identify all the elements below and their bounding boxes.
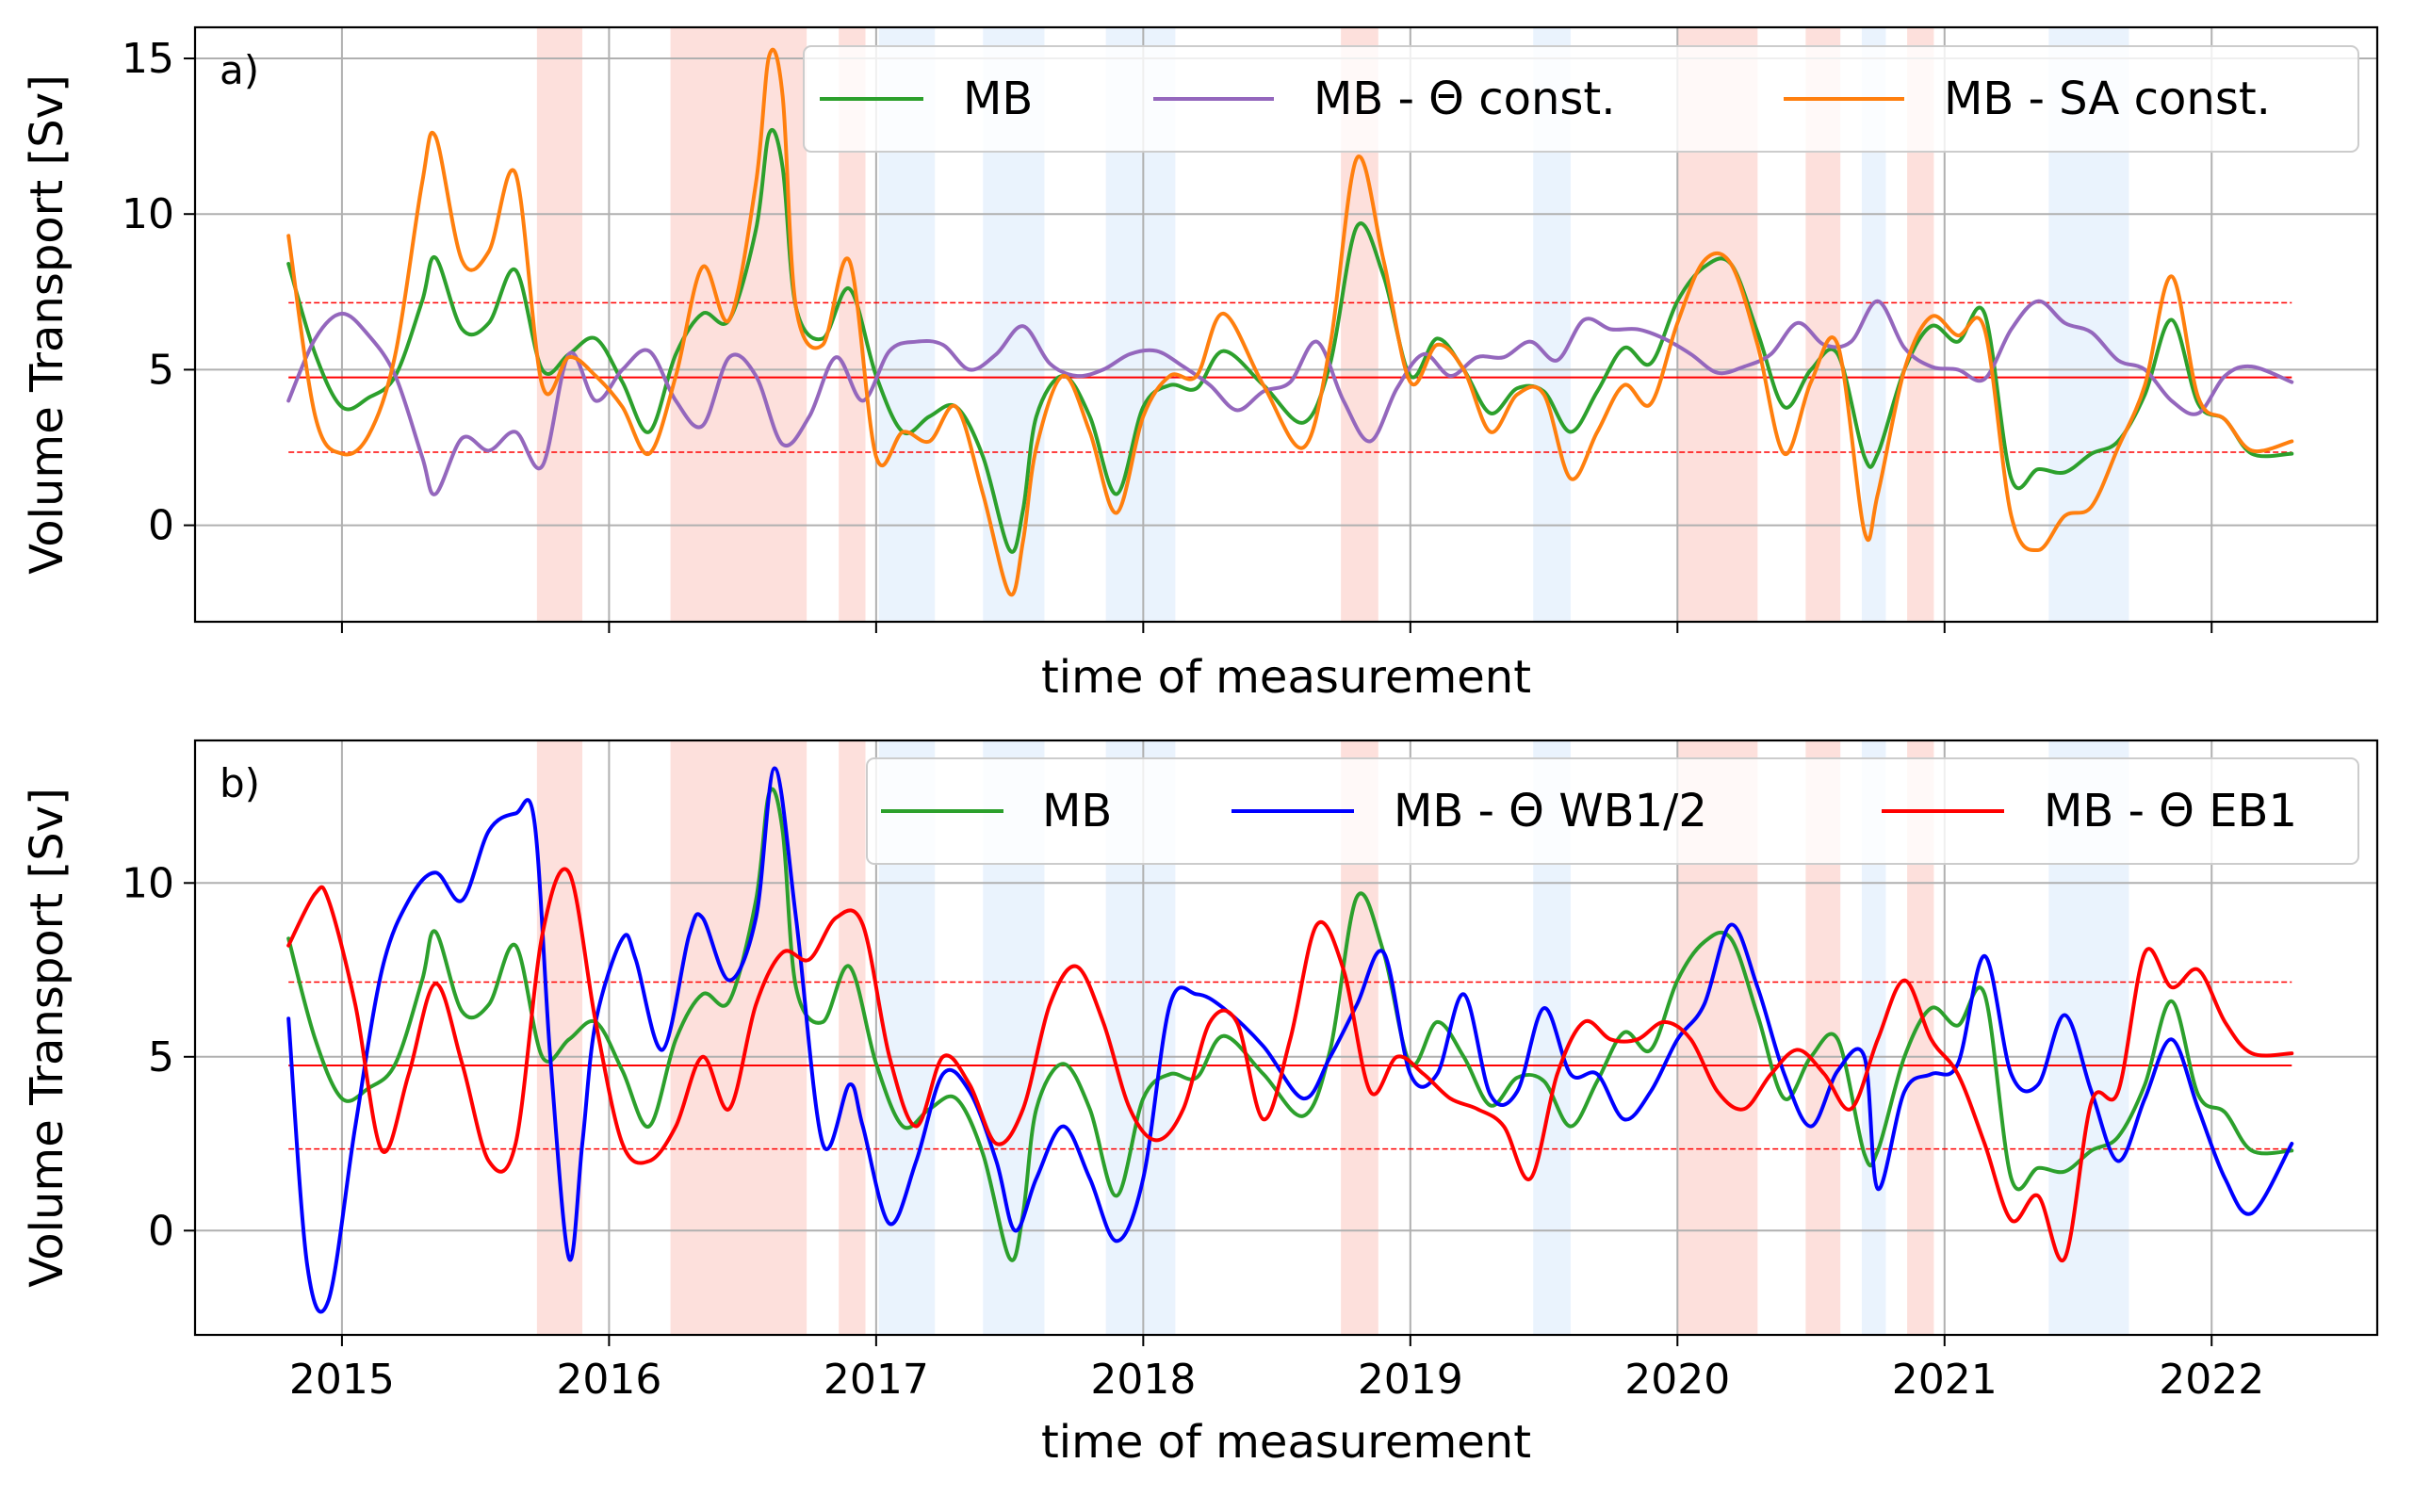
y-tick-label: 5	[148, 346, 174, 394]
series-line-2	[286, 766, 2294, 1314]
legend-label-1: MB	[963, 73, 1033, 125]
series-line-1	[286, 128, 2294, 554]
legend-label-3: MB - Θ EB1	[2044, 785, 2297, 837]
legend-box	[866, 757, 2359, 865]
series-line-1	[286, 787, 2294, 1262]
panel-b-x-axis-label: time of measurement	[1041, 1416, 1531, 1469]
panel-a-frame	[193, 25, 2379, 624]
y-tick-label: 0	[148, 502, 174, 550]
panel-a-reference-lines	[288, 301, 2292, 453]
shaded-period-red	[839, 740, 866, 1335]
x-tick-label: 2015	[289, 1356, 395, 1404]
panel-a-ticks: 0 5 10 15	[122, 35, 2213, 633]
panel-b-legend: MB MB - Θ WB1/2 MB - Θ EB1	[866, 757, 2359, 865]
series-line-2	[286, 299, 2294, 496]
legend-label-2: MB - Θ const.	[1313, 73, 1615, 125]
series-line-3	[286, 47, 2294, 597]
panel-b-frame	[193, 739, 2379, 1337]
panel-b-ticks: 2015 2016 2017 2018 2019 2020 2021 2022 0 5 10	[122, 859, 2264, 1404]
panel-a-series	[286, 47, 2294, 597]
y-tick-label: 10	[122, 190, 174, 238]
shaded-period-red	[536, 740, 583, 1335]
panel-a-legend: MB MB - Θ const. MB - SA const.	[803, 45, 2359, 153]
y-tick-label: 5	[148, 1033, 174, 1081]
x-tick-label: 2016	[556, 1356, 661, 1404]
x-tick-label: 2022	[2159, 1356, 2264, 1404]
panel-b-y-axis-label: Volume Transport [Sv]	[21, 788, 73, 1288]
x-tick-label: 2019	[1358, 1356, 1463, 1404]
y-tick-label: 15	[122, 35, 174, 83]
legend-label-3: MB - SA const.	[1944, 73, 2271, 125]
y-tick-label: 0	[148, 1207, 174, 1255]
series-line-3	[286, 867, 2294, 1263]
panel-a-y-axis-label: Volume Transport [Sv]	[21, 74, 73, 575]
legend-box	[803, 45, 2359, 153]
legend-label-2: MB - Θ WB1/2	[1394, 785, 1707, 837]
panel-b-series	[286, 766, 2294, 1314]
x-tick-label: 2017	[824, 1356, 929, 1404]
panel-b-label: b)	[220, 760, 260, 806]
legend-label-1: MB	[1042, 785, 1112, 837]
x-tick-label: 2018	[1090, 1356, 1196, 1404]
panel-a: 0 5 10 15 a) time of measurement Volume Tra…	[21, 25, 2379, 704]
x-tick-label: 2020	[1624, 1356, 1730, 1404]
shaded-period-red	[536, 27, 583, 622]
panel-a-label: a)	[220, 47, 259, 93]
panel-a-x-axis-label: time of measurement	[1041, 651, 1531, 704]
y-tick-label: 10	[122, 859, 174, 907]
x-tick-label: 2021	[1892, 1356, 1998, 1404]
